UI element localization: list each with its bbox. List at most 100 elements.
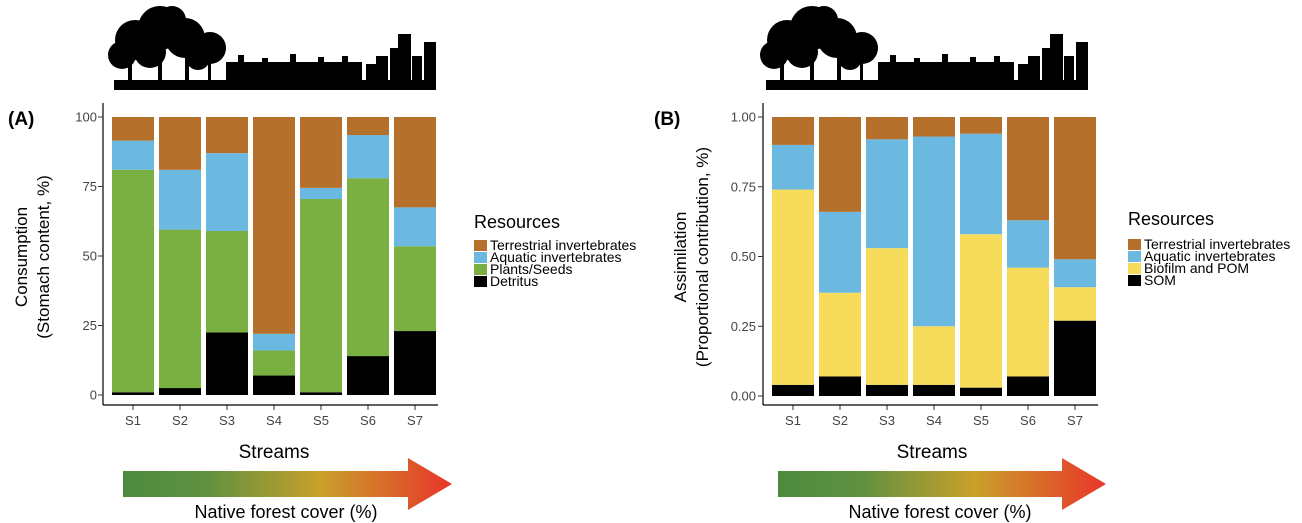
bar-s5-biofilm-and-pom — [960, 234, 1002, 388]
bar-s3-aquatic-invertebrates — [866, 139, 908, 249]
bar-s6-som — [1007, 376, 1049, 396]
legend-swatch-aquatic-invertebrates — [474, 252, 487, 263]
arrow-label-a: Native forest cover (%) — [194, 502, 377, 522]
legend-swatch-detritus — [474, 276, 487, 287]
y-tick-label: 75 — [83, 179, 97, 194]
bar-s1-plants-seeds — [112, 169, 154, 393]
bar-s1-terrestrial-invertebrates — [772, 117, 814, 145]
bar-s4-terrestrial-invertebrates — [913, 117, 955, 137]
bar-s7-detritus — [394, 331, 436, 395]
bar-s7-plants-seeds — [394, 246, 436, 332]
bar-s5-som — [960, 387, 1002, 396]
panel-label-b: (B) — [654, 109, 680, 130]
landscape-illustration-a — [108, 6, 436, 90]
bar-s6-terrestrial-invertebrates — [347, 117, 389, 136]
legend-b: Resources Terrestrial invertebratesAquat… — [1128, 209, 1290, 288]
bar-s3-biofilm-and-pom — [866, 248, 908, 385]
y-tick-label: 0.50 — [731, 249, 756, 264]
y-tick-label: 100 — [75, 110, 97, 125]
legend-swatch-aquatic-invertebrates — [1128, 251, 1141, 262]
bar-s7-aquatic-invertebrates — [1054, 259, 1096, 288]
x-tick-label-s4: S4 — [266, 413, 282, 428]
bar-s4-aquatic-invertebrates — [253, 333, 295, 351]
bar-s5-terrestrial-invertebrates — [300, 117, 342, 188]
y-axis-title-a: Consumption — [12, 207, 31, 307]
bar-s7-terrestrial-invertebrates — [394, 117, 436, 208]
legend-title-a: Resources — [474, 212, 560, 232]
bar-s2-biofilm-and-pom — [819, 292, 861, 377]
y-axis-subtitle-a: (Stomach content, %) — [34, 175, 53, 338]
bar-s2-aquatic-invertebrates — [159, 169, 201, 230]
plot-area-b: S1 S2 S3 S4 S5 S6 S7 0.00 0.25 0.50 0.75 1.00 — [731, 103, 1098, 428]
bar-s1-terrestrial-invertebrates — [112, 117, 154, 141]
bar-s1-aquatic-invertebrates — [772, 144, 814, 190]
y-axis-subtitle-b: (Proportional contribution, %) — [693, 147, 712, 367]
legend-label-som: SOM — [1144, 272, 1176, 288]
bar-s3-terrestrial-invertebrates — [866, 117, 908, 140]
bar-s6-aquatic-invertebrates — [1007, 220, 1049, 268]
y-tick-label: 1.00 — [731, 110, 756, 125]
bar-s1-aquatic-invertebrates — [112, 140, 154, 170]
legend-label-biofilm-and-pom: Biofilm and POM — [1144, 260, 1249, 276]
y-axis-title-b: Assimilation — [671, 212, 690, 303]
legend-label-aquatic-invertebrates: Aquatic invertebrates — [490, 249, 622, 265]
bar-s3-aquatic-invertebrates — [206, 153, 248, 231]
bar-s2-som — [819, 376, 861, 396]
legend-label-plants-seeds: Plants/Seeds — [490, 261, 573, 277]
x-tick-label-s1: S1 — [125, 413, 141, 428]
y-tick-label: 0.25 — [731, 319, 756, 334]
bar-s4-aquatic-invertebrates — [913, 136, 955, 327]
bar-s2-aquatic-invertebrates — [819, 211, 861, 293]
legend-swatch-terrestrial-invertebrates — [1128, 239, 1141, 250]
bar-s6-plants-seeds — [347, 178, 389, 357]
bar-s5-aquatic-invertebrates — [300, 187, 342, 200]
bar-s2-terrestrial-invertebrates — [819, 117, 861, 212]
bar-s2-detritus — [159, 388, 201, 395]
bar-s4-biofilm-and-pom — [913, 326, 955, 385]
legend-label-terrestrial-invertebrates: Terrestrial invertebrates — [490, 237, 636, 253]
plot-area-a: S1 S2 S3 S4 S5 S6 S7 0 25 50 75 100 — [75, 103, 438, 428]
x-tick-label-s5: S5 — [313, 413, 329, 428]
legend-swatch-terrestrial-invertebrates — [474, 240, 487, 251]
bar-s1-som — [772, 384, 814, 396]
forest-cover-arrow-b: Native forest cover (%) — [778, 458, 1106, 522]
legend-swatch-plants-seeds — [474, 264, 487, 275]
bar-s7-terrestrial-invertebrates — [1054, 117, 1096, 260]
y-tick-label: 0.75 — [731, 179, 756, 194]
bar-s7-som — [1054, 320, 1096, 396]
bar-s6-aquatic-invertebrates — [347, 135, 389, 179]
x-tick-label-s5: S5 — [973, 413, 989, 428]
bar-s4-plants-seeds — [253, 350, 295, 376]
bar-s4-detritus — [253, 375, 295, 395]
bar-s5-aquatic-invertebrates — [960, 133, 1002, 235]
bar-s7-aquatic-invertebrates — [394, 207, 436, 247]
y-tick-label: 0 — [90, 388, 97, 403]
landscape-illustration-b — [760, 6, 1088, 90]
y-tick-label: 50 — [83, 249, 97, 264]
legend-a: Resources Terrestrial invertebratesAquat… — [474, 212, 636, 289]
x-tick-label-s3: S3 — [219, 413, 235, 428]
bar-s1-biofilm-and-pom — [772, 189, 814, 385]
legend-label-detritus: Detritus — [490, 273, 538, 289]
bar-s4-terrestrial-invertebrates — [253, 117, 295, 334]
arrow-label-b: Native forest cover (%) — [848, 502, 1031, 522]
forest-cover-arrow-a: Native forest cover (%) — [123, 458, 452, 522]
gradient-arrow-b — [778, 458, 1106, 510]
legend-title-b: Resources — [1128, 209, 1214, 229]
bar-s3-plants-seeds — [206, 230, 248, 333]
x-tick-label-s6: S6 — [360, 413, 376, 428]
bar-s5-plants-seeds — [300, 199, 342, 393]
bar-s5-detritus — [300, 392, 342, 395]
x-tick-label-s6: S6 — [1020, 413, 1036, 428]
panel-label-a: (A) — [8, 109, 34, 130]
panel-b: (B) Assimilation (Proportional contribut… — [654, 6, 1290, 522]
bar-s6-biofilm-and-pom — [1007, 267, 1049, 377]
x-axis-title-a: Streams — [239, 442, 310, 463]
bar-s4-som — [913, 384, 955, 396]
x-tick-label-s1: S1 — [785, 413, 801, 428]
bar-s2-plants-seeds — [159, 229, 201, 389]
x-tick-label-s4: S4 — [926, 413, 942, 428]
y-tick-label: 25 — [83, 318, 97, 333]
panel-a: (A) Consumption (Stomach content, %) S1 S… — [8, 6, 636, 522]
